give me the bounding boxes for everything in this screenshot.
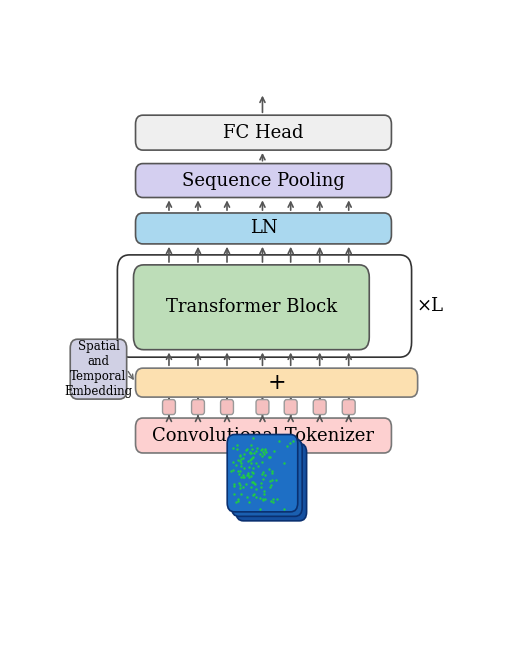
Text: FC Head: FC Head bbox=[223, 124, 304, 142]
FancyBboxPatch shape bbox=[136, 115, 392, 150]
FancyBboxPatch shape bbox=[284, 400, 297, 415]
Text: Convolutional Tokenizer: Convolutional Tokenizer bbox=[152, 426, 374, 445]
FancyBboxPatch shape bbox=[70, 339, 127, 399]
FancyBboxPatch shape bbox=[313, 400, 326, 415]
FancyBboxPatch shape bbox=[227, 435, 298, 512]
Text: Sequence Pooling: Sequence Pooling bbox=[182, 172, 345, 190]
FancyBboxPatch shape bbox=[118, 255, 412, 357]
FancyBboxPatch shape bbox=[236, 443, 307, 521]
FancyBboxPatch shape bbox=[163, 400, 175, 415]
Text: Transformer Block: Transformer Block bbox=[166, 298, 337, 316]
FancyBboxPatch shape bbox=[136, 213, 392, 244]
Text: ×L: ×L bbox=[416, 297, 443, 316]
FancyBboxPatch shape bbox=[134, 265, 369, 350]
FancyBboxPatch shape bbox=[220, 400, 233, 415]
Text: +: + bbox=[267, 371, 286, 393]
FancyBboxPatch shape bbox=[136, 418, 392, 453]
FancyBboxPatch shape bbox=[136, 163, 392, 198]
FancyBboxPatch shape bbox=[191, 400, 204, 415]
FancyBboxPatch shape bbox=[231, 439, 302, 516]
Text: LN: LN bbox=[250, 220, 277, 237]
Text: Spatial
and
Temporal
Embedding: Spatial and Temporal Embedding bbox=[64, 340, 133, 398]
FancyBboxPatch shape bbox=[136, 368, 418, 397]
FancyBboxPatch shape bbox=[256, 400, 269, 415]
FancyBboxPatch shape bbox=[342, 400, 355, 415]
